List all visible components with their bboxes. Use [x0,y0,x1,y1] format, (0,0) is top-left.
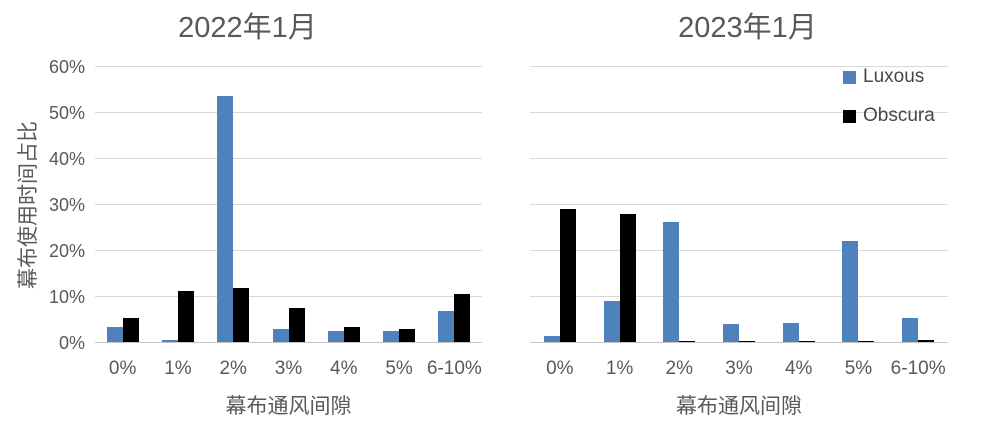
x-tick-label: 3% [274,358,303,379]
gridline [95,158,482,159]
gridline [95,112,482,113]
y-tick-label: 60% [48,57,85,77]
bar-luxous-5% [383,330,400,342]
legend-swatch-obscura-icon [843,109,856,123]
bar-obscura-2% [679,341,696,342]
x-axis-line [95,342,482,343]
gridline [530,296,948,297]
bar-luxous-3% [272,329,289,342]
x-axis-title: 幕布通风间隙 [676,395,802,418]
legend-swatch-luxous-icon [843,70,856,84]
plot-area-2022 [95,66,482,343]
x-axis-line [530,342,948,343]
gridline [95,296,482,297]
chart-panel-2022: 2022年1月 幕布使用时间占比 0% 10% 20% 30% 40% 50% 60% 0%… [0,0,495,437]
gridline [95,66,482,67]
y-tick-labels: 0% 10% 20% 30% 40% 50% 60% [0,57,85,353]
gridline [530,66,948,67]
chart-title-2022: 2022年1月 [178,12,317,44]
bar-luxous-6-10% [438,311,455,342]
x-tick-label: 6-10% [426,358,482,379]
x-tick-labels: 0% 1% 2% 3% 4% 5% 6-10% [530,358,948,382]
bar-obscura-3% [739,341,755,342]
bar-obscura-2% [233,287,250,342]
legend-item-luxous: Luxous [843,66,935,88]
bar-luxous-0% [543,336,560,342]
y-tick-label: 20% [48,241,85,262]
bar-luxous-1% [161,339,178,342]
x-tick-label: 4% [784,358,813,379]
x-tick-label: 0% [546,358,574,379]
gridline [95,204,482,205]
gridline [530,204,948,205]
x-tick-label: 0% [108,358,137,379]
x-axis-title: 幕布通风间隙 [225,395,352,418]
gridline [530,112,948,113]
bar-obscura-6-10% [454,293,471,342]
bar-obscura-4% [798,341,815,342]
bar-obscura-5% [858,340,875,342]
x-tick-label: 3% [725,358,753,379]
bar-luxous-5% [842,240,859,342]
y-tick-label: 30% [48,195,85,215]
bar-obscura-6-10% [918,339,935,342]
legend-label-obscura: Obscura [863,105,935,126]
y-tick-label: 50% [48,103,85,123]
x-tick-label: 2% [665,358,694,379]
gridline [530,250,948,251]
bar-obscura-0% [122,317,139,342]
x-tick-label: 1% [164,358,192,379]
legend: Luxous Obscura [843,66,935,144]
x-tick-labels: 0% 1% 2% 3% 4% 5% 6-10% [95,358,482,382]
bar-obscura-4% [343,326,360,342]
gridline [530,158,948,159]
legend-item-obscura: Obscura [843,105,935,127]
bar-luxous-4% [327,330,344,342]
x-tick-label: 5% [385,358,413,379]
bar-luxous-2% [663,222,680,342]
bar-luxous-2% [217,95,234,342]
legend-label-luxous: Luxous [863,66,925,87]
x-tick-label: 2% [219,358,247,379]
chart-panel-2023: 2023年1月 0% 1% 2% 3% 4% 5% 6-10% 幕布通风间隙 Luxous … [495,0,1000,437]
bar-obscura-0% [559,208,576,342]
y-tick-label: 40% [48,149,85,170]
bar-obscura-1% [177,291,194,342]
plot-area-2023 [530,66,948,343]
bar-luxous-0% [106,326,123,342]
x-tick-label: 4% [330,358,358,379]
bar-obscura-5% [399,329,416,342]
x-tick-label: 5% [844,358,873,379]
bar-luxous-4% [782,323,799,342]
bar-luxous-3% [723,324,739,342]
y-tick-label: 0% [58,333,85,353]
y-tick-label: 10% [48,287,85,308]
chart-title-2023: 2023年1月 [678,12,817,44]
gridline [95,250,482,251]
x-tick-label: 6-10% [890,358,946,379]
bar-luxous-1% [603,300,620,342]
bar-luxous-6-10% [902,317,919,342]
x-tick-label: 1% [605,358,634,379]
bar-obscura-1% [619,214,636,342]
bar-obscura-3% [288,307,305,342]
